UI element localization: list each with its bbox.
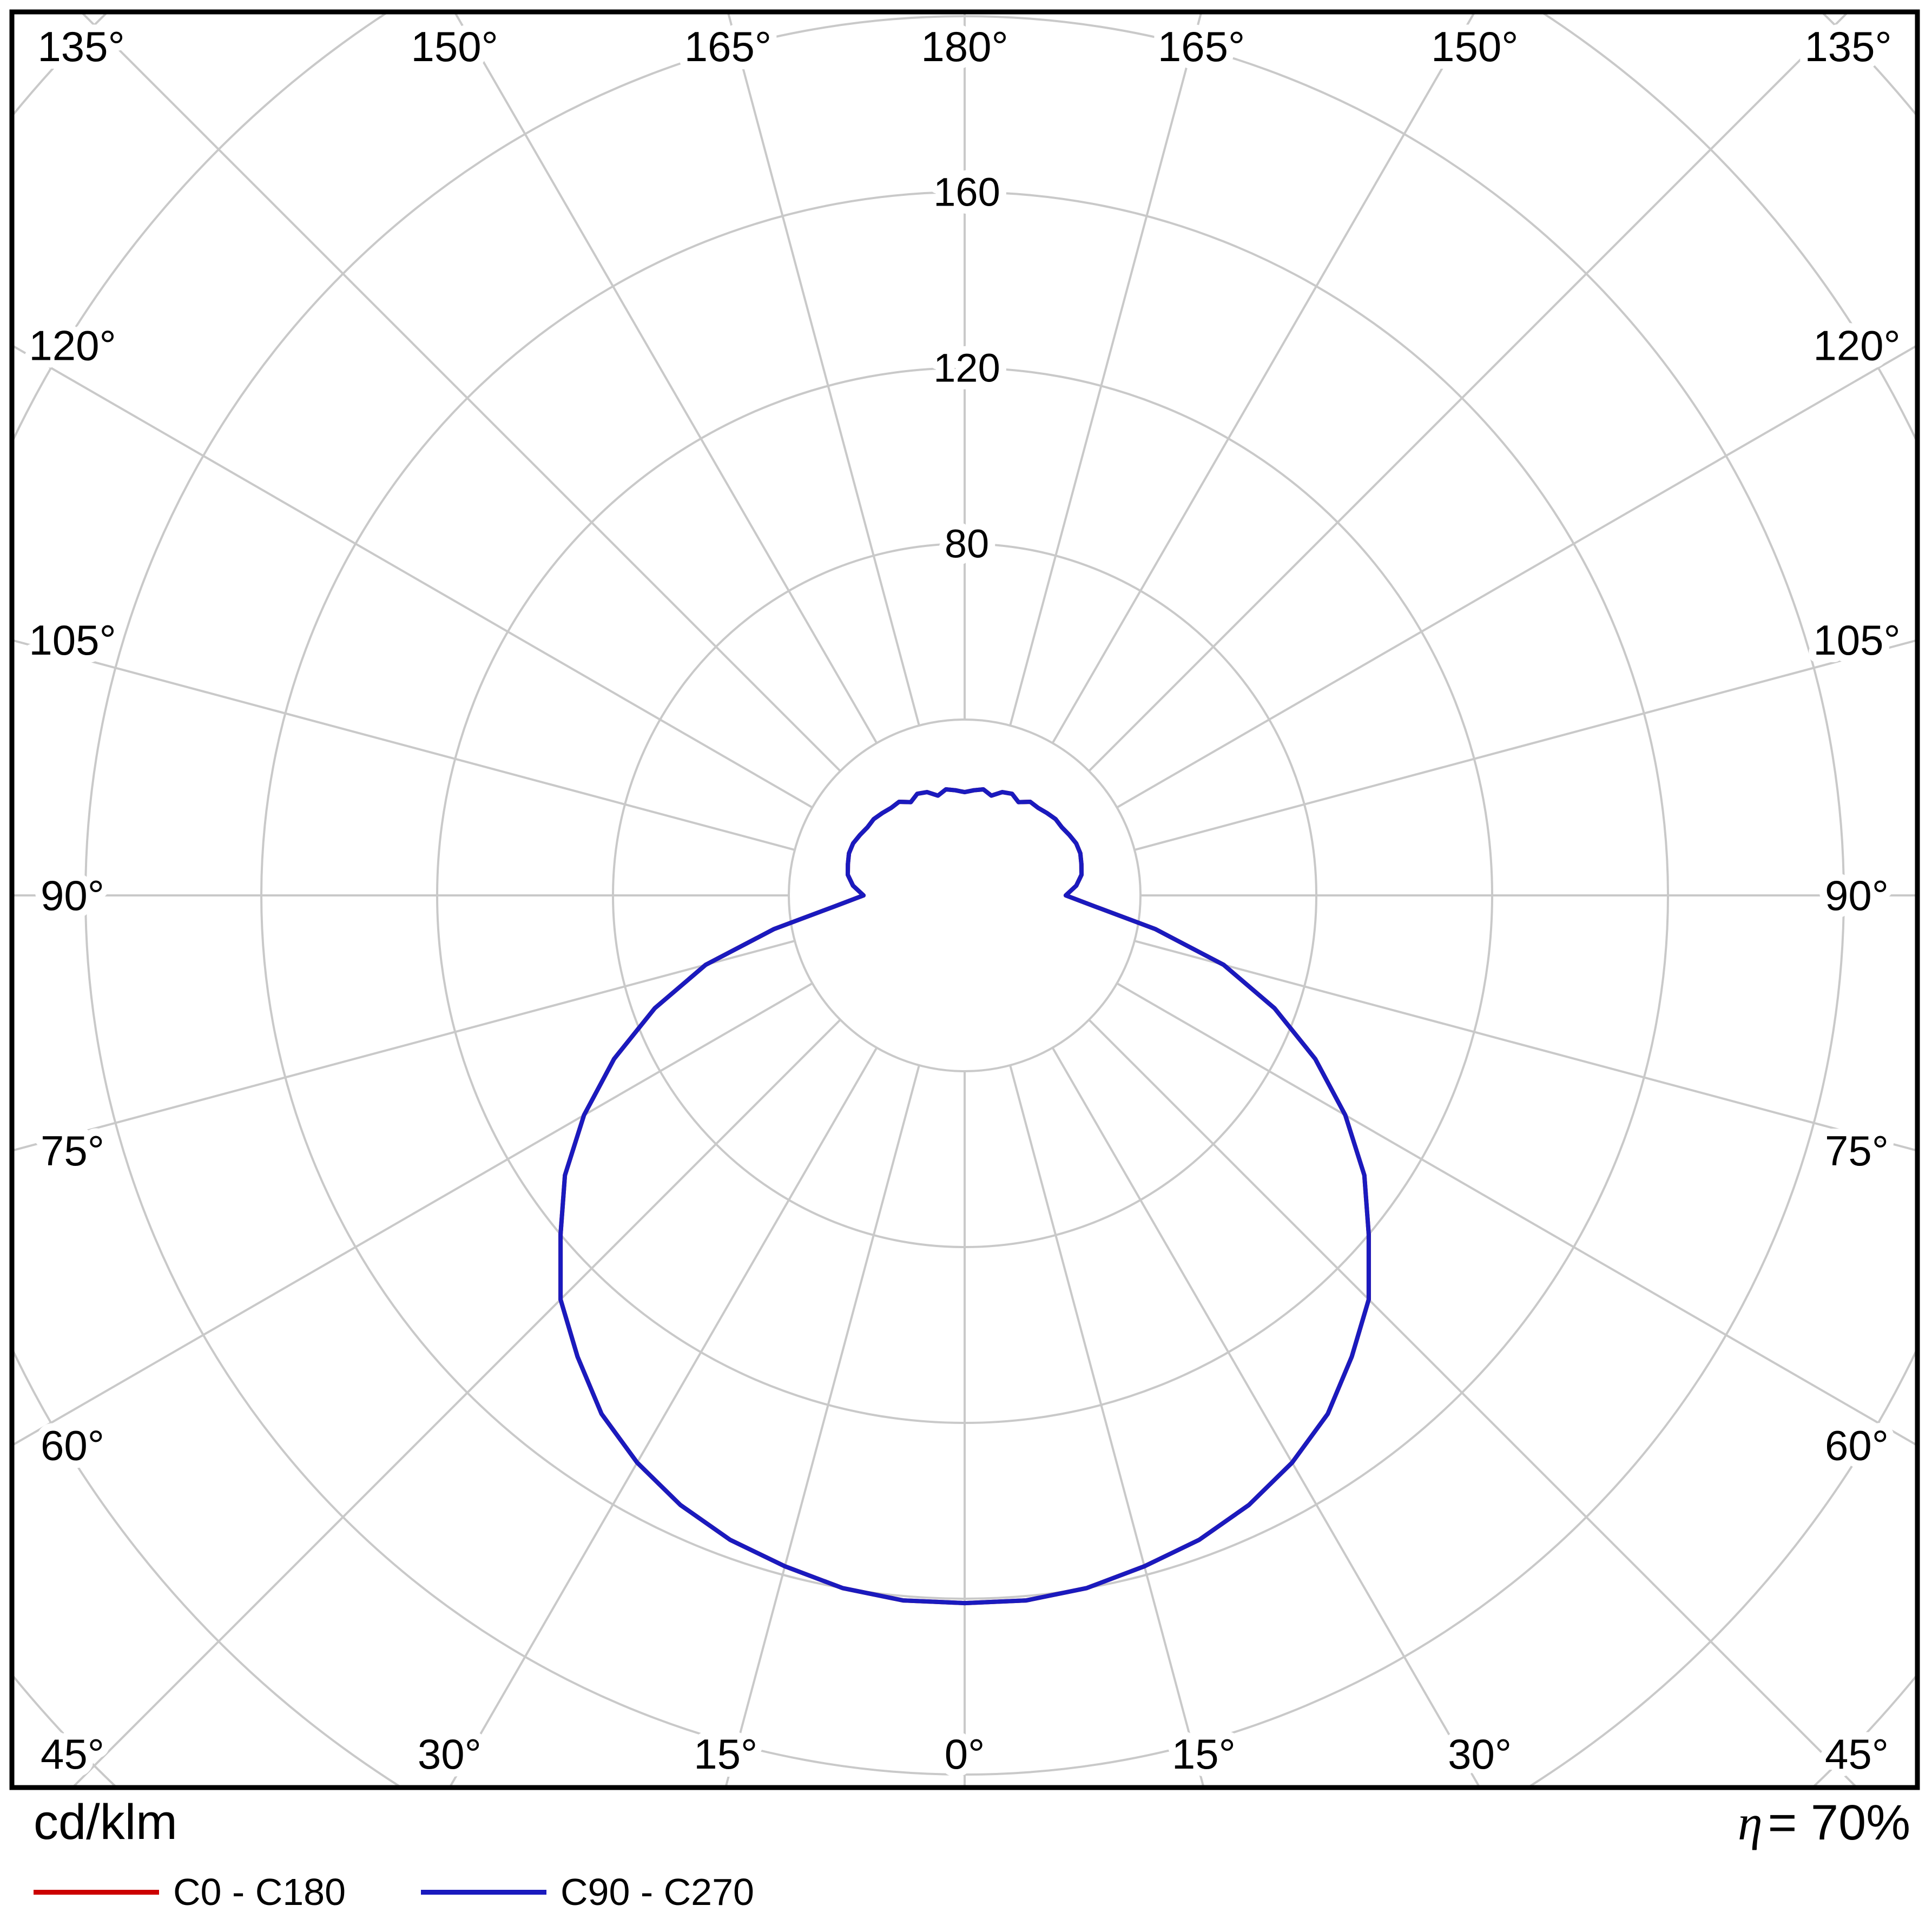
legend-item-c0-c180: C0 - C180 <box>34 1868 346 1916</box>
curves <box>558 787 1371 1606</box>
curve-c90-c270 <box>558 787 1371 1606</box>
angle-label: 150° <box>411 23 498 70</box>
angle-label: 45° <box>1825 1730 1889 1778</box>
angle-label: 90° <box>41 872 104 919</box>
angle-label: 0° <box>945 1730 985 1778</box>
angle-label: 165° <box>684 23 772 70</box>
chart-border <box>9 9 1920 1790</box>
grid-radial-line <box>1009 1065 1205 1788</box>
angle-label: 120° <box>1813 321 1900 369</box>
grid-radial-line <box>12 982 813 1447</box>
grid-radial-line <box>12 639 795 851</box>
angle-label: 120° <box>29 321 116 369</box>
grid-radial-line <box>71 1019 841 1788</box>
grid-radial-line <box>1051 12 1476 744</box>
angle-label: 30° <box>418 1730 482 1778</box>
legend-item-c90-c270: C90 - C270 <box>421 1868 754 1916</box>
angle-label: 165° <box>1158 23 1245 70</box>
grid-radial-line <box>12 940 795 1152</box>
angle-label: 135° <box>1804 23 1891 70</box>
grid-radial-line <box>80 12 841 772</box>
grid-radial-line <box>1088 1019 1858 1788</box>
radial-tick-label: 80 <box>945 522 989 566</box>
grid-radial-line <box>1116 982 1917 1447</box>
angle-label: 30° <box>1448 1730 1512 1778</box>
angle-label: 60° <box>41 1422 104 1469</box>
angle-label: 15° <box>694 1730 757 1778</box>
legend-label-c90-c270: C90 - C270 <box>561 1871 754 1913</box>
angle-label: 150° <box>1431 23 1518 70</box>
units-label: cd/klm <box>34 1795 177 1850</box>
angle-label: 105° <box>1813 616 1900 664</box>
efficiency-value: = 70% <box>1768 1795 1910 1850</box>
angle-label: 45° <box>41 1730 104 1778</box>
grid-radial-line <box>1134 639 1917 851</box>
radial-tick-label: 120 <box>933 346 1000 391</box>
angle-label: 15° <box>1172 1730 1236 1778</box>
angle-label: 75° <box>41 1127 104 1175</box>
grid-radial-line <box>724 1065 920 1788</box>
grid-radial-line <box>1051 1047 1481 1788</box>
grid-radial-line <box>1134 940 1917 1152</box>
grid-radial-line <box>1088 12 1850 772</box>
grid-radial-line <box>1116 344 1917 809</box>
grid-radial-line <box>1009 12 1203 726</box>
angle-label: 60° <box>1825 1422 1889 1469</box>
grid-radial-line <box>448 1047 878 1788</box>
angle-label: 90° <box>1825 872 1889 919</box>
angle-label: 105° <box>29 616 116 664</box>
eta-symbol: η <box>1737 1795 1763 1850</box>
grid-radial-line <box>12 344 813 809</box>
grid-radial-line <box>727 12 920 726</box>
angle-label: 180° <box>921 23 1008 70</box>
labels: 0° 15° 15° 30° 30° 45° 45° 60° 60° 75° 75° 90° 90° 10… <box>21 15 1908 1785</box>
efficiency-label: η = 70% <box>1738 1794 1910 1851</box>
angle-label: 75° <box>1825 1127 1889 1175</box>
legend-line-c90-c270 <box>421 1889 546 1895</box>
legend-label-c0-c180: C0 - C180 <box>173 1871 346 1913</box>
grid-radial-line <box>453 12 878 744</box>
radial-tick-label: 160 <box>933 170 1000 215</box>
grid-ring <box>788 718 1142 1072</box>
angle-label: 135° <box>37 23 124 70</box>
legend-line-c0-c180 <box>34 1889 159 1895</box>
